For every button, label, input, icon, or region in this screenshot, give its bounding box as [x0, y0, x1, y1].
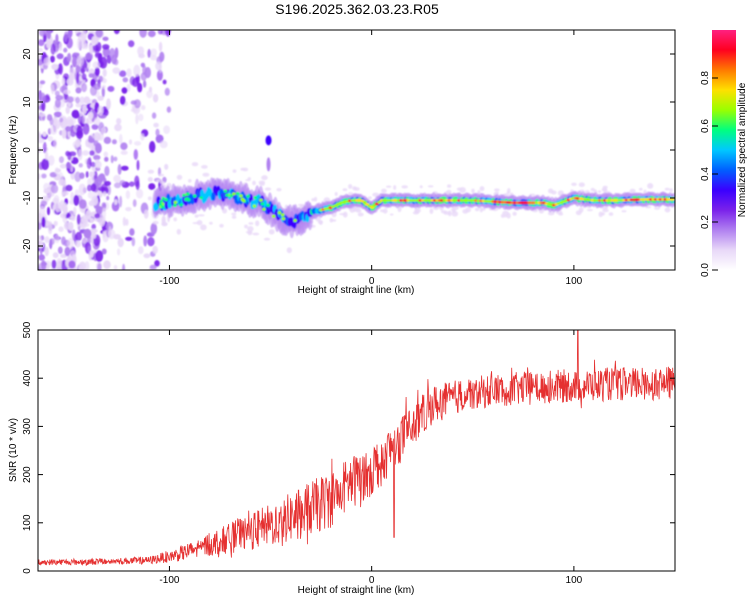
chart-title: S196.2025.362.03.23.R05	[275, 1, 439, 17]
heatmap-y-label: Frequency (Hz)	[8, 116, 19, 185]
snr-y-tick-label: 0	[22, 568, 33, 574]
colorbar-ticks: 0.0 0.2 0.4 0.6 0.8	[700, 71, 718, 277]
snr-y-tick-label: 500	[22, 321, 33, 338]
snr-y-tick-label: 400	[22, 369, 33, 386]
snr-x-tick-label: -100	[159, 575, 179, 586]
colorbar-gradient	[712, 30, 736, 270]
snr-x-label: Height of straight line (km)	[298, 585, 415, 596]
heatmap-y-tick-label: -20	[22, 238, 33, 253]
heatmap-x-tick-label: -100	[159, 276, 179, 287]
colorbar-tick-label: 0.2	[700, 215, 711, 229]
heatmap-y-tick-label: 0	[22, 147, 33, 153]
snr-y-tick-label: 100	[22, 514, 33, 531]
snr-y-label: SNR (10 * v/v)	[8, 418, 19, 482]
snr-y-tick-label: 200	[22, 466, 33, 483]
snr-frame	[37, 329, 676, 572]
snr-panel: -100 0 100 0 100 200 300 400 500 Height of strai…	[8, 321, 676, 596]
colorbar-tick-label: 0.6	[700, 119, 711, 133]
snr-ticks: -100 0 100 0 100 200 300 400 500	[22, 321, 675, 586]
heatmap-y-tick-label: 20	[22, 48, 33, 60]
heatmap-layer	[38, 30, 675, 270]
snr-y-tick-label: 300	[22, 418, 33, 435]
snr-x-tick-label: 0	[369, 575, 375, 586]
colorbar-label: Normalized spectral amplitude	[737, 82, 748, 217]
heatmap-x-tick-label: 100	[566, 276, 583, 287]
heatmap-y-tick-label: 10	[22, 96, 33, 108]
snr-background	[38, 330, 675, 571]
heatmap-x-label: Height of straight line (km)	[298, 285, 415, 296]
heatmap-y-tick-label: -10	[22, 190, 33, 205]
colorbar-tick-label: 0.0	[700, 263, 711, 277]
snr-x-tick-label: 100	[566, 575, 583, 586]
snr-series-line	[38, 330, 675, 567]
heatmap-x-tick-label: 0	[369, 276, 375, 287]
colorbar-tick-label: 0.4	[700, 167, 711, 181]
colorbar: 0.0 0.2 0.4 0.6 0.8 Normalized spectral ampl…	[700, 30, 748, 277]
colorbar-tick-label: 0.8	[700, 71, 711, 85]
